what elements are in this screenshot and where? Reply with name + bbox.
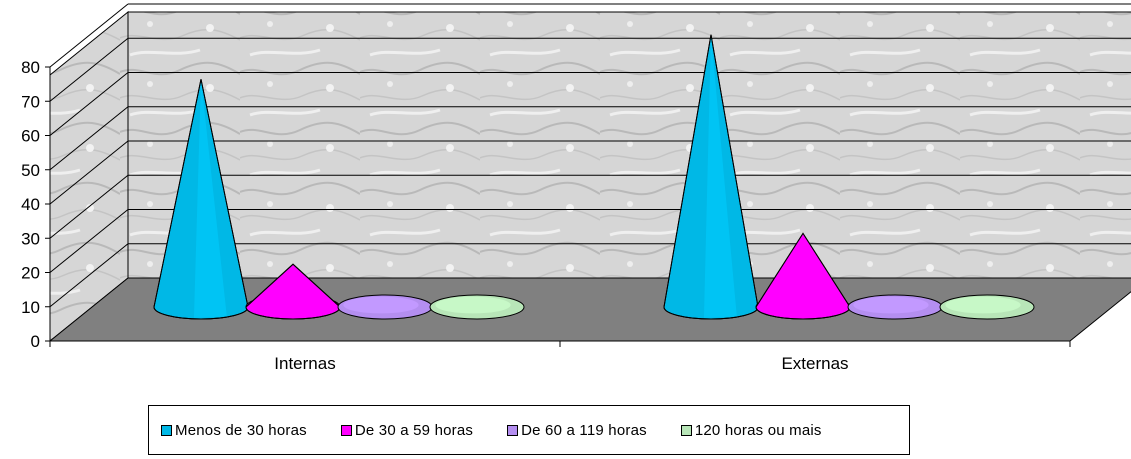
legend-label-30-59: De 30 a 59 horas xyxy=(354,421,474,439)
legend-label-60-119: De 60 a 119 horas xyxy=(521,421,647,439)
cone-0-2 xyxy=(337,294,433,320)
x-category-label: Internas xyxy=(274,354,335,373)
gridline-side xyxy=(49,106,129,171)
gridline-side xyxy=(49,37,129,102)
legend: Menos de 30 horas De 30 a 59 horas De 60… xyxy=(148,405,910,455)
cone-0-3 xyxy=(429,294,525,320)
y-tick-label: 0 xyxy=(31,332,40,351)
gridline-side xyxy=(49,243,129,308)
gridline-side xyxy=(49,72,129,136)
y-tick-label: 50 xyxy=(21,161,40,180)
gridline-side xyxy=(49,174,129,239)
chart-canvas: 0 10 20 30 40 50 60 70 80 Internas Externas xyxy=(21,3,1131,373)
cone-1-2 xyxy=(847,294,943,320)
legend-swatch-30-59 xyxy=(340,424,352,436)
legend-item-120-mais: 120 horas ou mais xyxy=(680,421,822,439)
cone-0-0 xyxy=(153,79,249,320)
cone-1-1 xyxy=(755,232,851,320)
y-tick-label: 20 xyxy=(21,264,40,283)
y-tick-label: 70 xyxy=(21,92,40,111)
legend-item-60-119: De 60 a 119 horas xyxy=(507,422,647,439)
cone-1-3 xyxy=(939,294,1035,320)
x-category-label: Externas xyxy=(781,354,848,373)
cone-highlight-1-3 xyxy=(945,296,1021,314)
legend-label-menos-30: Menos de 30 horas xyxy=(175,421,307,439)
cone-highlight-0-2 xyxy=(343,296,419,314)
gridline-side xyxy=(49,140,129,205)
legend-item-menos-30: Menos de 30 horas xyxy=(161,422,307,439)
legend-item-30-59: De 30 a 59 horas xyxy=(340,421,474,439)
cone-0-1 xyxy=(245,263,341,320)
legend-swatch-60-119 xyxy=(507,424,519,436)
y-tick-label: 80 xyxy=(21,58,40,77)
legend-swatch-120-mais xyxy=(680,424,692,436)
y-tick-label: 10 xyxy=(21,298,40,317)
cone-highlight-1-0 xyxy=(703,34,737,318)
cone-highlight-1-2 xyxy=(853,296,929,314)
gridline-side xyxy=(49,209,129,273)
legend-label-120-mais: 120 horas ou mais xyxy=(694,421,822,439)
y-tick-label: 60 xyxy=(21,127,40,146)
gridline-side xyxy=(49,3,129,68)
cone-highlight-0-1 xyxy=(285,264,319,318)
cone-highlight-0-0 xyxy=(193,79,227,318)
back-wall xyxy=(127,11,1131,279)
cone-1-0 xyxy=(663,34,759,320)
cone-highlight-1-1 xyxy=(795,233,829,318)
legend-swatch-menos-30 xyxy=(161,424,172,436)
cone-highlight-0-3 xyxy=(435,296,511,314)
y-tick-label: 30 xyxy=(21,229,40,248)
y-tick-label: 40 xyxy=(21,195,40,214)
